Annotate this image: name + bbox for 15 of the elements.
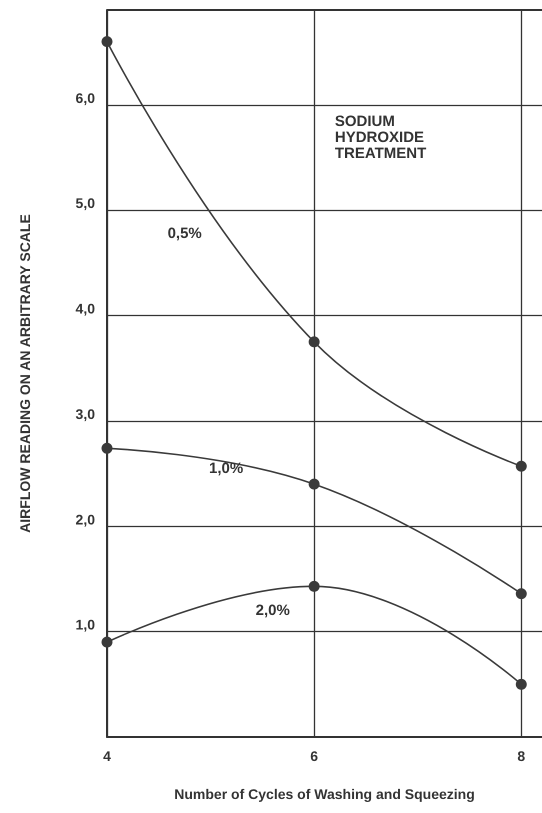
x-tick-label: 6 <box>310 748 318 764</box>
y-tick-label: 1,0 <box>76 616 96 633</box>
series-label: 2,0% <box>256 602 290 620</box>
y-tick-label: 3,0 <box>76 406 96 422</box>
x-tick-label: 8 <box>517 748 526 764</box>
y-axis-title: AIRFLOW READING ON AN ARBITRARY SCALE <box>17 214 33 533</box>
x-axis-title: Number of Cycles of Washing and Squeezing <box>174 786 475 802</box>
annotation: SODIUM HYDROXIDE TREATMENT <box>334 112 428 162</box>
series-label: 0,5% <box>168 224 202 242</box>
y-tick-label: 6,0 <box>76 90 96 106</box>
y-tick-label: 4,0 <box>76 300 96 317</box>
series-label: 1,0% <box>209 460 244 477</box>
y-tick-label: 2,0 <box>76 511 96 528</box>
y-tick-label: 5,0 <box>76 195 96 212</box>
x-tick-label: 4 <box>103 748 112 764</box>
